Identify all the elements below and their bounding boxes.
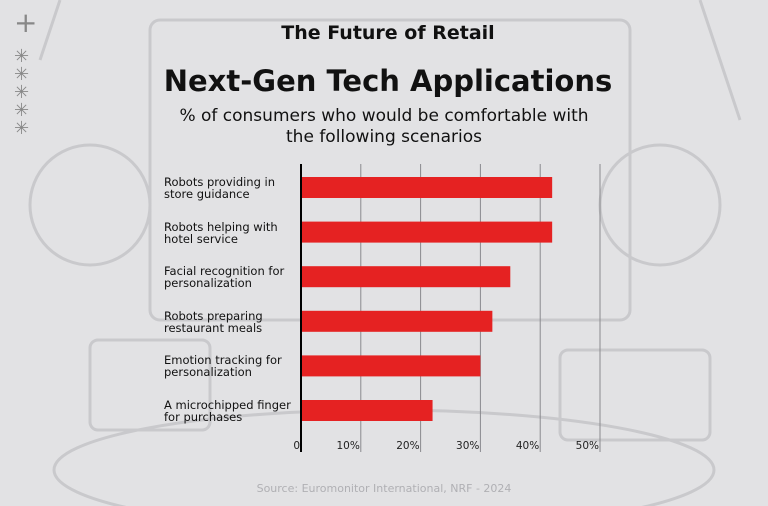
category-label-line: for purchases [164,410,243,424]
category-label-line: Robots preparing [164,308,263,323]
asterisk-icons: ✳ ✳ ✳ ✳ ✳ [14,46,30,139]
category-label-line: personalization [164,365,252,380]
category-label-line: store guidance [164,187,250,201]
chart-title: Next-Gen Tech Applications [163,64,613,98]
subtitle-line: % of consumers who would be comfortable … [179,106,589,126]
plus-icon: + [14,6,38,39]
category-label-line: Robots helping with [164,219,278,234]
category-label: Robots helping with hotel service [164,221,299,245]
bar [301,177,553,198]
bar [301,266,511,288]
chart-subtitle: % of consumers who would be comfortable … [0,106,768,148]
category-label: Robots preparing restaurant meals [164,310,299,334]
bar [301,400,433,421]
x-tick-label: 50% [576,440,599,452]
bar [301,355,481,377]
x-tick-label: 30% [456,440,479,452]
category-label: Facial recognition for personalization [164,265,299,289]
bar [301,221,553,243]
category-label-line: personalization [164,276,252,291]
x-tick-label: 10% [336,440,359,452]
category-label: Emotion tracking for personalization [164,354,299,378]
category-label: A microchipped finger for purchases [164,399,299,423]
category-label-line: hotel service [164,231,238,246]
category-label-line: Facial recognition for [164,264,285,279]
category-label: Robots providing in store guidance [164,176,299,200]
category-label-line: Emotion tracking for [164,353,282,368]
category-label-line: A microchipped finger [164,398,291,412]
x-tick-label: 0 [293,440,300,452]
chart-supertitle: The Future of Retail [281,22,495,44]
bar [301,310,493,332]
x-tick-label: 20% [396,440,419,452]
category-label-line: Robots providing in [164,175,276,189]
source-note: Source: Euromonitor International, NRF -… [256,482,512,495]
subtitle-line: the following scenarios [286,127,482,147]
x-tick-label: 40% [516,440,539,452]
category-label-line: restaurant meals [164,320,263,335]
